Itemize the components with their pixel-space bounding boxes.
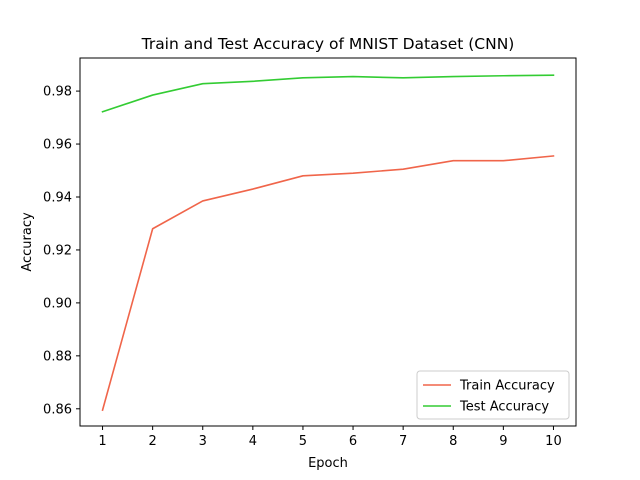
x-tick-label: 10 bbox=[545, 434, 562, 449]
x-tick-label: 3 bbox=[199, 434, 207, 449]
series-line-test-accuracy bbox=[101, 74, 555, 113]
y-tick-label: 0.90 bbox=[43, 296, 72, 311]
x-tick-label: 2 bbox=[149, 434, 157, 449]
legend-box bbox=[416, 370, 570, 420]
series-line-train-accuracy bbox=[101, 155, 555, 412]
legend: Train Accuracy Test Accuracy bbox=[416, 370, 570, 420]
plot-area bbox=[101, 74, 555, 412]
y-tick-label: 0.96 bbox=[43, 138, 72, 153]
x-tick-label: 5 bbox=[299, 434, 307, 449]
x-tick-label: 8 bbox=[449, 434, 457, 449]
x-axis: 1 2 3 4 5 6 7 8 9 10 bbox=[98, 426, 562, 449]
x-tick-label: 7 bbox=[399, 434, 407, 449]
y-axis-title: Accuracy bbox=[20, 212, 35, 272]
y-tick-label: 0.98 bbox=[43, 85, 72, 100]
chart-title: Train and Test Accuracy of MNIST Dataset… bbox=[141, 35, 515, 53]
y-tick-label: 0.94 bbox=[43, 190, 72, 205]
y-tick-label: 0.92 bbox=[43, 243, 72, 258]
legend-label-test-accuracy: Test Accuracy bbox=[459, 400, 549, 415]
y-tick-label: 0.88 bbox=[43, 349, 72, 364]
x-tick-label: 9 bbox=[499, 434, 507, 449]
x-tick-label: 1 bbox=[98, 434, 106, 449]
y-axis: 0.86 0.88 0.90 0.92 0.94 0.96 0.98 bbox=[43, 85, 80, 417]
x-axis-title: Epoch bbox=[308, 456, 348, 471]
plot-frame bbox=[79, 57, 577, 427]
x-tick-label: 4 bbox=[249, 434, 257, 449]
y-tick-label: 0.86 bbox=[43, 402, 72, 417]
x-tick-label: 6 bbox=[349, 434, 357, 449]
legend-label-train-accuracy: Train Accuracy bbox=[459, 379, 555, 394]
